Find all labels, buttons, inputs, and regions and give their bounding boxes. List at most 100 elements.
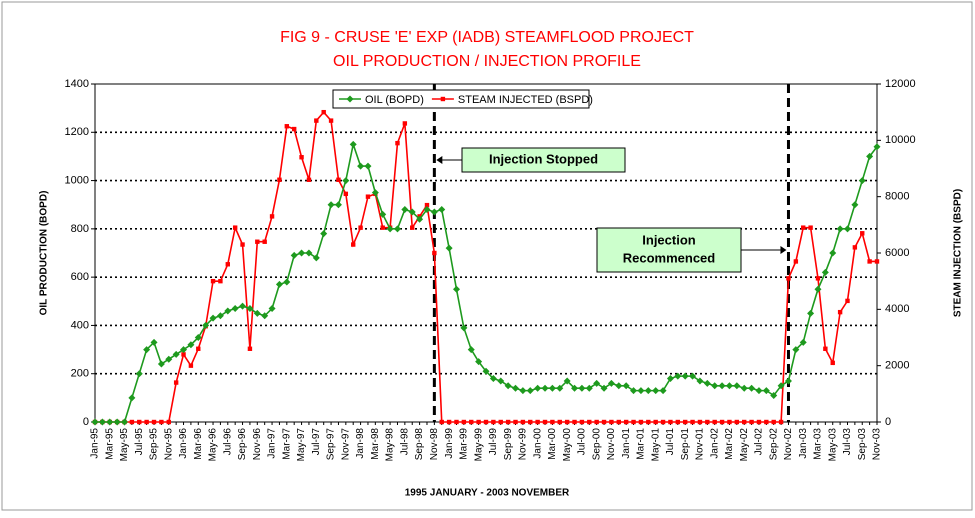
data-point (336, 177, 341, 182)
x-tick-label: Jan-97 (267, 428, 278, 459)
data-point (320, 230, 328, 238)
data-point (601, 419, 607, 425)
data-point (284, 124, 290, 129)
data-point (497, 377, 505, 385)
data-point (386, 225, 394, 233)
data-point (622, 382, 630, 390)
y-tick-label: 0 (83, 416, 89, 428)
x-tick-label: Nov-96 (252, 428, 263, 461)
data-point (299, 155, 304, 160)
x-tick-label: Jan-01 (621, 428, 632, 459)
data-point (755, 387, 763, 395)
data-point (483, 419, 489, 425)
legend-label: STEAM INJECTED (BSPD) (458, 94, 593, 106)
x-tick-label: Mar-96 (193, 428, 204, 460)
data-point (644, 387, 652, 395)
data-point (815, 276, 821, 281)
data-point (563, 377, 571, 385)
data-point (290, 251, 298, 259)
data-point (557, 419, 562, 425)
annotation-text: Recommenced (623, 250, 716, 265)
data-point (718, 382, 726, 390)
data-point (594, 419, 599, 425)
legend-marker (440, 96, 446, 102)
x-tick-label: Jul-01 (665, 428, 676, 456)
data-point (585, 384, 593, 392)
data-point (475, 358, 483, 366)
data-point (668, 419, 673, 425)
data-point (98, 418, 106, 426)
data-point (690, 419, 695, 425)
data-point (380, 225, 385, 230)
data-point (653, 419, 658, 425)
data-point (770, 391, 778, 399)
data-point (535, 419, 540, 425)
data-point (660, 419, 666, 425)
data-point (689, 372, 697, 380)
data-point (873, 143, 881, 151)
data-point (858, 177, 866, 185)
data-point (609, 419, 614, 425)
data-point (823, 346, 828, 351)
y-tick-label: 400 (71, 319, 89, 331)
data-point (476, 419, 481, 425)
x-tick-label: Mar-95 (104, 428, 115, 460)
x-tick-label: Mar-98 (370, 428, 381, 460)
data-point (860, 231, 865, 236)
x-tick-label: Jan-02 (709, 428, 720, 459)
data-point (121, 418, 129, 426)
data-point (489, 375, 497, 383)
data-point (188, 363, 194, 368)
y-axis-label: OIL PRODUCTION (BOPD) (39, 191, 50, 316)
data-point (742, 419, 747, 425)
data-point (277, 177, 282, 182)
data-point (491, 419, 496, 425)
data-point (239, 302, 247, 310)
data-point (157, 360, 165, 368)
data-point (814, 285, 822, 293)
chart-title: FIG 9 - CRUSE 'E' EXP (IADB) STEAMFLOOD … (280, 29, 694, 46)
data-point (631, 419, 636, 425)
data-point (327, 201, 335, 209)
data-point (225, 262, 230, 267)
data-point (556, 384, 564, 392)
data-point (202, 321, 210, 329)
data-point (623, 419, 629, 425)
x-tick-label: Mar-01 (636, 428, 647, 460)
y2-tick-label: 8000 (885, 191, 909, 203)
x-tick-label: Mar-03 (813, 428, 824, 460)
data-point (247, 346, 253, 351)
x-tick-label: Jul-00 (577, 428, 588, 456)
data-point (778, 419, 784, 425)
data-point (705, 419, 710, 425)
arrow-head (436, 156, 443, 164)
data-point (616, 419, 621, 425)
data-point (439, 419, 444, 425)
chart-subtitle: OIL PRODUCTION / INJECTION PROFILE (333, 53, 641, 70)
data-point (255, 239, 260, 244)
data-point (343, 191, 349, 197)
y2-tick-label: 12000 (885, 78, 916, 90)
y2-tick-label: 2000 (885, 360, 909, 372)
data-point (733, 382, 741, 390)
annotation-text: Injection Stopped (489, 151, 598, 166)
data-point (181, 352, 186, 357)
data-point (520, 419, 526, 425)
data-point (784, 377, 792, 385)
data-point (786, 276, 791, 281)
data-point (113, 418, 121, 426)
x-tick-label: Sep-95 (149, 428, 160, 461)
legend-box (332, 89, 590, 109)
x-tick-label: Sep-01 (680, 428, 691, 461)
data-point (467, 346, 475, 354)
data-point (166, 419, 171, 425)
annotation-box (596, 227, 742, 273)
data-point (836, 225, 844, 233)
data-point (646, 419, 651, 425)
data-point (253, 309, 261, 317)
x-tick-label: May-99 (473, 428, 484, 462)
y2-tick-label: 0 (885, 416, 891, 428)
x-tick-label: Nov-95 (163, 428, 174, 461)
data-point (461, 419, 467, 425)
